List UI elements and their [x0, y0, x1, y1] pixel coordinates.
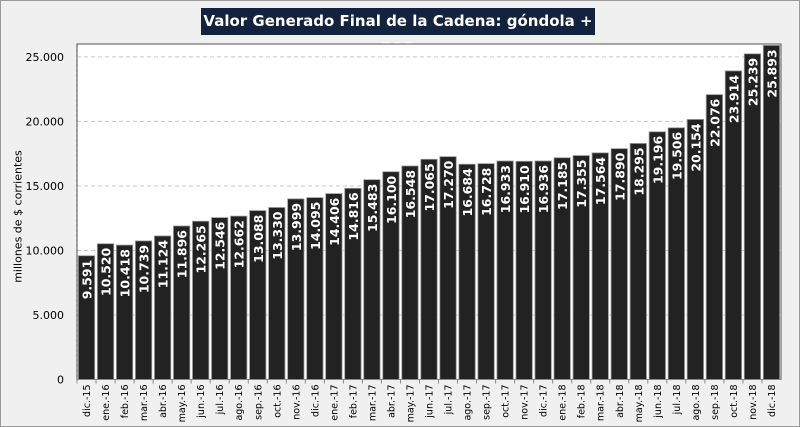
y-tick-label: 25.000: [26, 51, 65, 64]
x-tick-label: dic.-15: [82, 385, 93, 417]
x-tick-label: feb.-16: [120, 385, 131, 419]
bar-value-label: 25.893: [764, 49, 779, 97]
x-tick-label: nov.-18: [748, 385, 759, 420]
bar-value-label: 12.662: [232, 220, 247, 268]
x-tick-label: mar.-18: [596, 385, 607, 422]
bar-value-label: 16.936: [536, 165, 551, 214]
bar-value-label: 14.406: [327, 197, 342, 246]
x-tick-label: jul.-18: [672, 385, 683, 416]
x-tick-label: dic.-16: [310, 385, 321, 417]
bar-value-label: 13.999: [289, 203, 304, 251]
x-tick-label: sep.-17: [482, 385, 493, 420]
y-tick-label: 0: [57, 374, 64, 387]
bar-value-label: 16.548: [403, 170, 418, 218]
x-tick-label: sep.-18: [710, 385, 721, 420]
bar-value-label: 10.520: [99, 247, 114, 296]
bar-value-label: 19.196: [650, 136, 665, 185]
bar-value-label: 19.506: [669, 132, 684, 181]
x-tick-label: dic.-18: [767, 385, 778, 417]
bar-value-label: 16.684: [460, 168, 475, 217]
x-tick-label: ago.-17: [463, 385, 474, 421]
x-tick-label: feb.-18: [577, 385, 588, 419]
bar-value-label: 16.910: [517, 165, 532, 214]
bar-value-label: 17.270: [441, 160, 456, 209]
bar-value-label: 17.185: [555, 162, 570, 210]
x-tick-label: oct.-17: [501, 385, 512, 418]
x-tick-label: feb.-17: [348, 385, 359, 419]
x-tick-label: mar.-16: [139, 385, 150, 422]
x-tick-label: abr.-16: [158, 385, 169, 418]
bar-value-label: 10.418: [118, 249, 133, 297]
bar-value-label: 16.933: [498, 165, 513, 213]
bar-value-label: 14.816: [346, 192, 361, 241]
bar-value-label: 12.546: [213, 221, 228, 270]
bar-value-label: 20.154: [688, 123, 703, 172]
x-tick-label: nov.-16: [291, 385, 302, 420]
bar-value-label: 22.076: [707, 98, 722, 147]
x-tick-label: mar.-17: [367, 385, 378, 422]
bar-value-label: 18.295: [631, 147, 646, 195]
y-tick-label: 10.000: [26, 244, 65, 257]
y-tick-label: 20.000: [26, 115, 65, 128]
x-tick-label: dic.-17: [539, 385, 550, 417]
x-tick-label: jul.-17: [444, 385, 455, 416]
x-tick-label: ago.-16: [234, 385, 245, 421]
x-tick-label: ene.-17: [329, 385, 340, 421]
x-tick-label: may.-16: [177, 385, 188, 423]
x-tick-label: jun.-18: [653, 385, 664, 419]
x-tick-label: ene.-18: [558, 385, 569, 421]
bar-value-label: 9.591: [80, 260, 95, 300]
x-tick-label: nov.-17: [520, 385, 531, 420]
bar-value-label: 14.095: [308, 202, 323, 250]
bar-value-label: 11.124: [156, 240, 171, 289]
x-tick-label: may.-17: [405, 385, 416, 423]
x-tick-label: abr.-17: [386, 385, 397, 418]
y-tick-label: 15.000: [26, 180, 65, 193]
x-tick-label: jul.-16: [215, 385, 226, 416]
x-tick-label: jun.-17: [425, 385, 436, 419]
bar-value-label: 16.100: [384, 175, 399, 224]
chart-title: Valor Generado Final de la Cadena: góndo…: [201, 8, 595, 57]
x-tick-label: ene.-16: [101, 385, 112, 421]
x-tick-label: sep.-16: [253, 385, 264, 420]
bar-value-label: 16.728: [479, 168, 494, 216]
bar-value-label: 12.265: [194, 225, 209, 273]
x-tick-label: may.-18: [634, 385, 645, 423]
x-tick-label: jun.-16: [196, 385, 207, 419]
x-tick-label: abr.-18: [615, 385, 626, 418]
bar-value-label: 23.914: [726, 75, 741, 124]
bar-value-label: 17.355: [574, 160, 589, 208]
bar-value-label: 13.088: [251, 215, 266, 263]
bar-value-label: 15.483: [365, 184, 380, 232]
bar-value-label: 17.065: [422, 163, 437, 211]
x-tick-label: ago.-18: [691, 385, 702, 421]
bar-value-label: 11.896: [175, 230, 190, 279]
bar-value-label: 10.739: [137, 245, 152, 293]
x-tick-label: oct.-16: [272, 385, 283, 418]
bar-value-label: 17.564: [593, 157, 608, 206]
bar-value-label: 13.330: [270, 211, 285, 260]
bar-value-label: 25.239: [745, 58, 760, 106]
x-tick-label: oct.-18: [729, 385, 740, 418]
y-tick-label: 5.000: [33, 309, 65, 322]
bar-value-label: 17.890: [612, 152, 627, 201]
